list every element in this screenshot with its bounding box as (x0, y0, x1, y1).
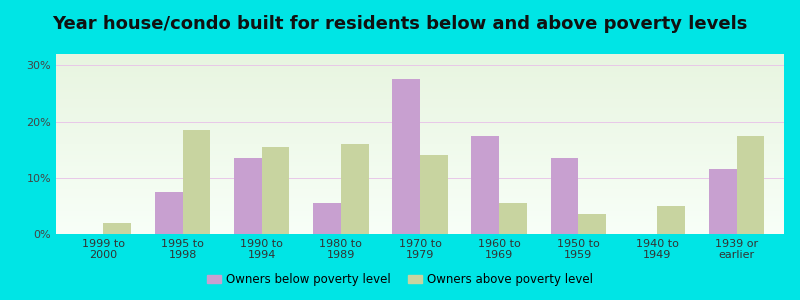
Bar (737, 136, 764, 234)
Bar (341, 144, 369, 234)
Bar (550, 158, 578, 234)
Legend: Owners below poverty level, Owners above poverty level: Owners below poverty level, Owners above… (202, 269, 598, 291)
Bar (420, 155, 448, 234)
Bar (709, 169, 737, 234)
Text: Year house/condo built for residents below and above poverty levels: Year house/condo built for residents bel… (52, 15, 748, 33)
Bar (658, 206, 685, 234)
Bar (103, 223, 131, 234)
Bar (313, 203, 341, 234)
Bar (262, 147, 290, 234)
Bar (234, 158, 262, 234)
Bar (471, 136, 499, 234)
Bar (499, 203, 527, 234)
Bar (155, 192, 182, 234)
Bar (578, 214, 606, 234)
Bar (182, 130, 210, 234)
Bar (392, 79, 420, 234)
